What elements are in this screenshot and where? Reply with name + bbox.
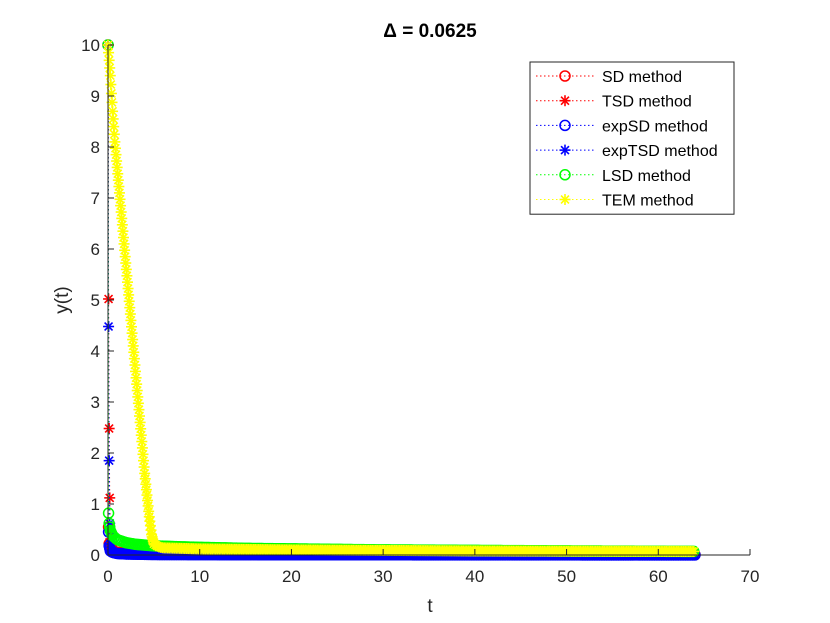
data-point xyxy=(103,321,115,333)
data-point xyxy=(109,142,121,154)
legend-label: SD method xyxy=(602,69,682,86)
y-axis-ticks: 0 1 2 3 4 5 6 7 8 9 10 xyxy=(81,36,114,565)
data-point xyxy=(103,455,115,467)
legend-label: LSD method xyxy=(602,168,691,185)
legend-marker xyxy=(559,70,571,82)
legend: SD method TSD method expSD method expTSD me… xyxy=(529,61,735,215)
x-tick-label: 10 xyxy=(190,567,209,586)
data-point xyxy=(103,293,115,305)
axes: 0 10 20 30 40 50 60 70 0 1 2 3 4 5 6 7 8 9 10 xyxy=(81,36,759,586)
legend-label: TEM method xyxy=(602,193,694,210)
y-tick-label: 7 xyxy=(91,189,100,208)
x-tick-label: 20 xyxy=(282,567,301,586)
y-tick-label: 2 xyxy=(91,444,100,463)
x-tick-label: 40 xyxy=(465,567,484,586)
legend-entry: expSD method xyxy=(536,118,708,135)
y-tick-label: 9 xyxy=(91,87,100,106)
series-tem-method xyxy=(102,39,700,557)
legend-marker xyxy=(559,144,571,156)
legend-entry: TSD method xyxy=(536,94,692,111)
y-tick-label: 10 xyxy=(81,36,100,55)
legend-marker xyxy=(559,169,571,181)
legend-marker xyxy=(559,95,571,107)
x-tick-label: 50 xyxy=(557,567,576,586)
x-tick-label: 60 xyxy=(649,567,668,586)
chart-title: Δ = 0.0625 xyxy=(383,21,477,42)
legend-label: TSD method xyxy=(602,94,692,111)
data-point xyxy=(136,436,148,448)
y-tick-label: 6 xyxy=(91,240,100,259)
x-tick-label: 30 xyxy=(374,567,393,586)
x-axis-label: t xyxy=(427,596,433,617)
y-tick-label: 4 xyxy=(91,342,100,361)
legend-entry: expTSD method xyxy=(536,143,718,160)
legend-entry: TEM method xyxy=(536,193,694,210)
y-tick-label: 5 xyxy=(91,291,100,310)
legend-marker xyxy=(559,119,571,132)
legend-label: expSD method xyxy=(602,118,708,135)
legend-marker xyxy=(559,194,571,205)
y-tick-label: 8 xyxy=(91,138,100,157)
y-tick-label: 1 xyxy=(91,495,100,514)
x-tick-label: 70 xyxy=(741,567,760,586)
x-tick-label: 0 xyxy=(103,567,112,586)
y-tick-label: 3 xyxy=(91,393,100,412)
data-point xyxy=(103,423,115,435)
legend-entry: LSD method xyxy=(536,168,691,185)
legend-box xyxy=(529,61,735,215)
x-axis-ticks: 0 10 20 30 40 50 60 70 xyxy=(103,549,759,586)
legend-label: expTSD method xyxy=(602,143,718,160)
legend-entry: SD method xyxy=(536,69,682,86)
y-axis-label: y(t) xyxy=(52,286,73,313)
y-tick-label: 0 xyxy=(91,546,100,565)
